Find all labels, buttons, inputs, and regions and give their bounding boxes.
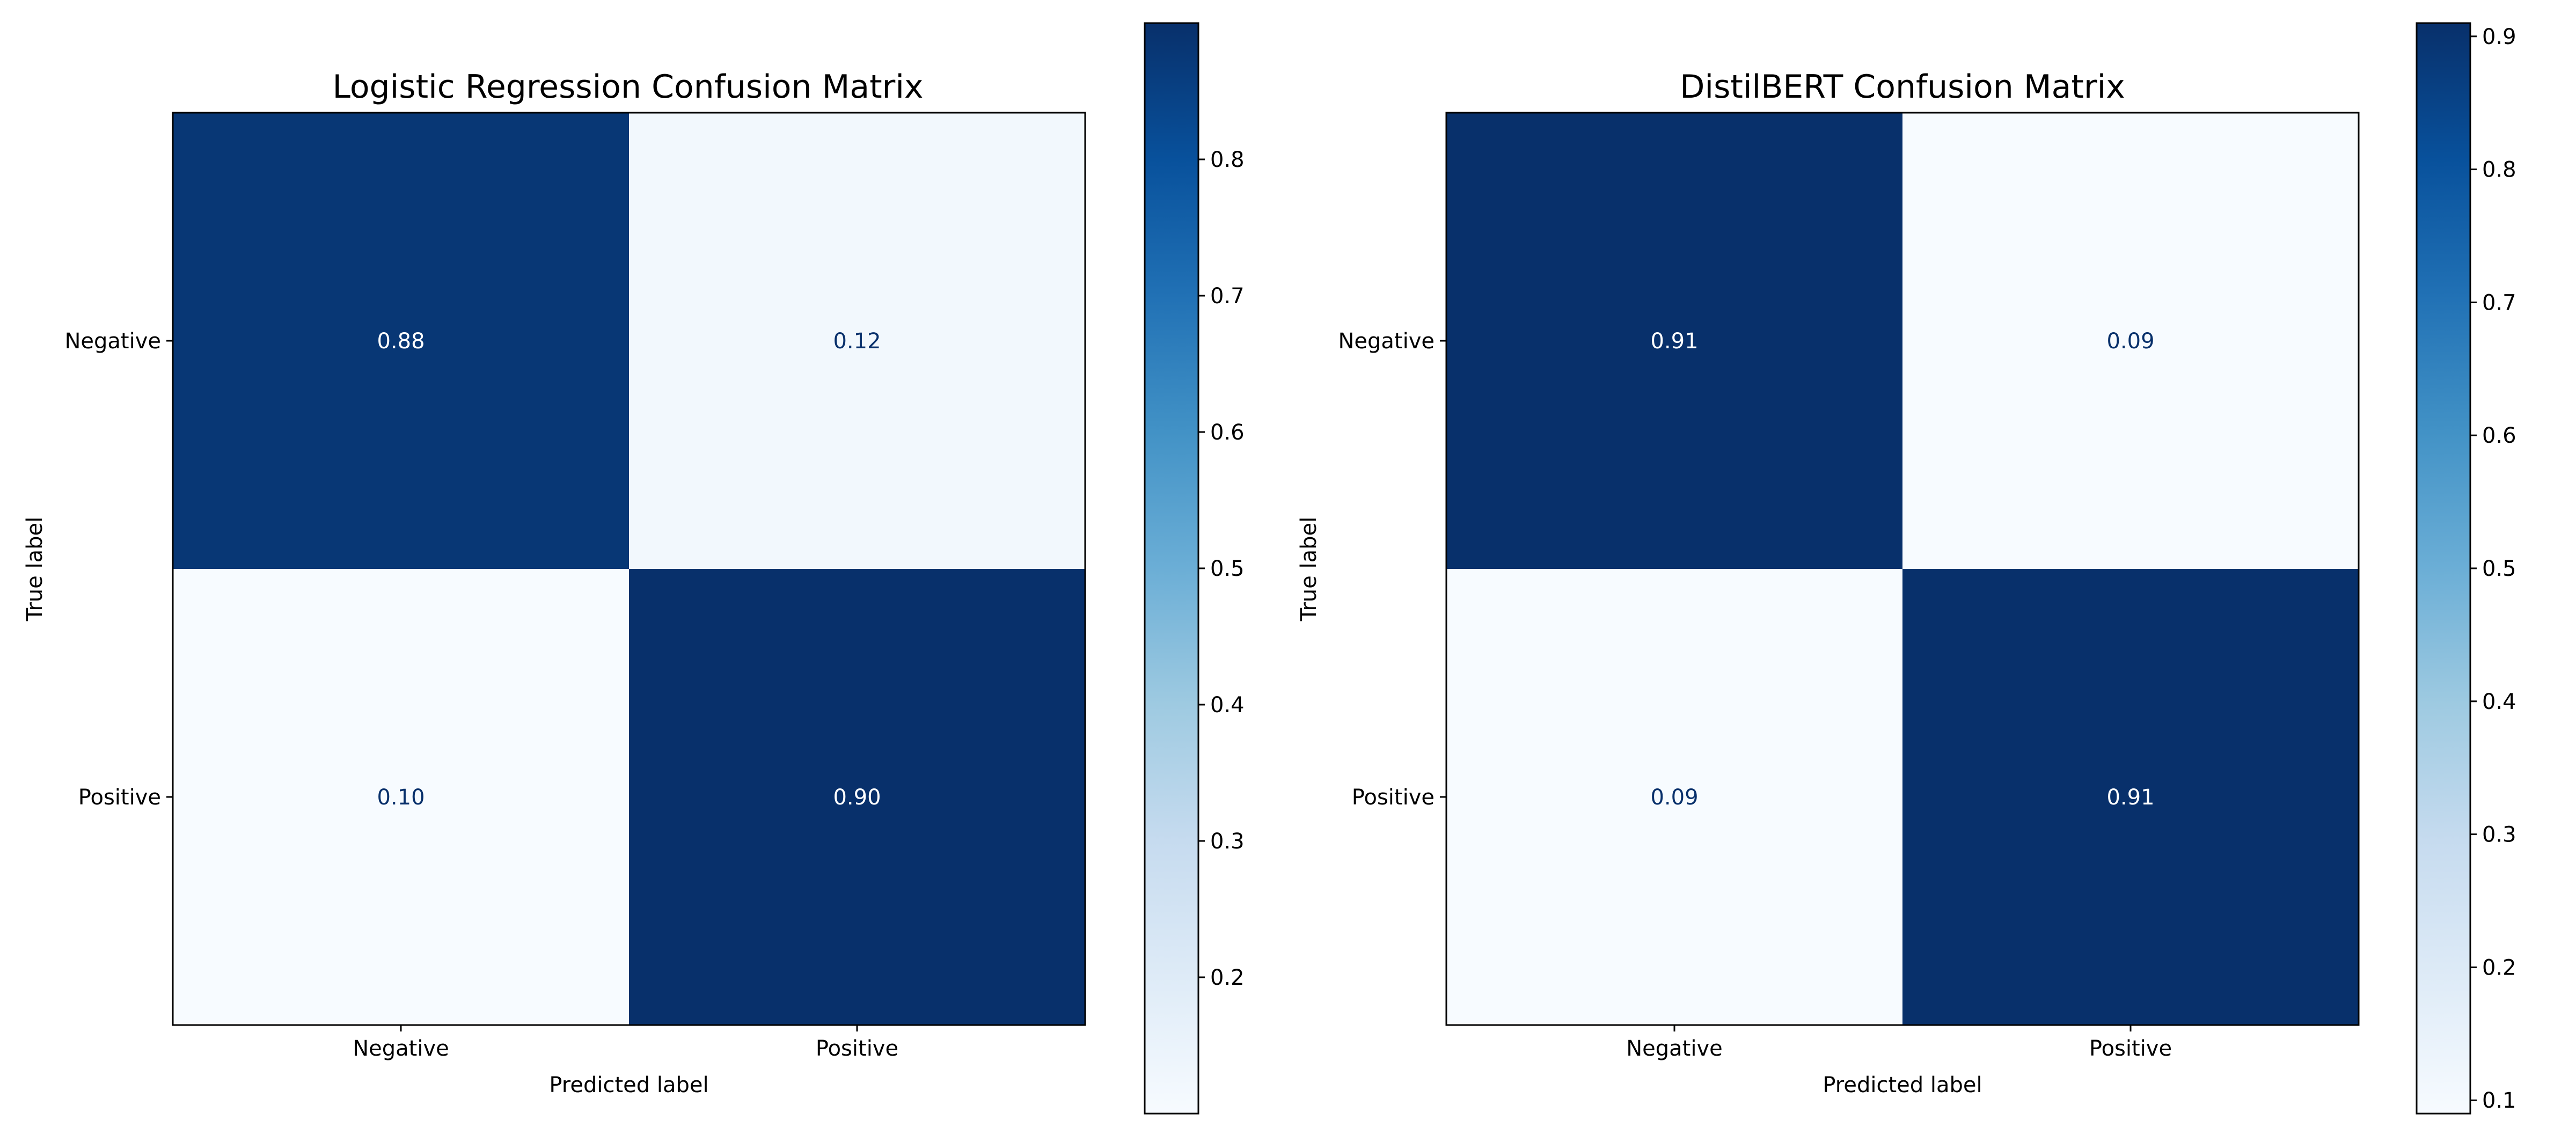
plot-frame — [172, 112, 1086, 1026]
heatmap-cells: 0.88 0.12 0.10 0.90 — [173, 113, 1085, 1025]
heatmap-cell — [173, 113, 629, 569]
colorbar-tick-label: 0.3 — [2482, 823, 2516, 847]
x-tick-label: Positive — [2089, 1036, 2172, 1061]
x-axis-label: Predicted label — [1823, 1073, 1982, 1097]
colorbar-tick-label: 0.6 — [1210, 420, 1245, 445]
cell-value-label: 0.91 — [2106, 785, 2154, 810]
heatmap-cell — [173, 569, 629, 1025]
x-tick-label: Positive — [816, 1036, 898, 1061]
x-axis-ticks: Negative Positive — [1626, 1025, 2172, 1061]
colorbar: 0.2 0.3 0.4 0.5 0.6 0.7 0.8 — [1144, 22, 1245, 1115]
cell-value-label: 0.09 — [2106, 329, 2154, 354]
heatmap-cell — [1902, 113, 2359, 569]
colorbar-tick-label: 0.6 — [2482, 423, 2516, 448]
colorbar-tick-label: 0.8 — [1210, 148, 1245, 172]
colorbar-tick-label: 0.1 — [2482, 1088, 2516, 1113]
colorbar-ticks: 0.2 0.3 0.4 0.5 0.6 0.7 0.8 — [1198, 148, 1245, 990]
colorbar-tick-label: 0.7 — [2482, 290, 2516, 315]
logistic-regression-panel: Logistic Regression Confusion Matrix 0.8… — [23, 22, 1245, 1115]
y-tick-label: Positive — [78, 785, 161, 810]
heatmap-cell — [1902, 569, 2359, 1025]
colorbar: 0.1 0.2 0.3 0.4 0.5 0.6 0.7 0.8 0.9 — [2416, 22, 2516, 1115]
distilbert-panel: DistilBERT Confusion Matrix 0.91 0.09 0.09… — [1297, 22, 2516, 1115]
chart-title: Logistic Regression Confusion Matrix — [332, 68, 923, 106]
cell-value-label: 0.91 — [1650, 329, 1698, 354]
cell-value-label: 0.10 — [377, 785, 425, 810]
colorbar-tick-label: 0.2 — [2482, 955, 2516, 980]
colorbar-tick-label: 0.4 — [2482, 690, 2516, 714]
y-tick-label: Positive — [1352, 785, 1435, 810]
cell-value-label: 0.12 — [833, 329, 881, 354]
chart-title: DistilBERT Confusion Matrix — [1680, 68, 2125, 106]
colorbar-tick-label: 0.9 — [2482, 25, 2516, 49]
y-tick-label: Negative — [64, 329, 161, 354]
colorbar-tick-label: 0.8 — [2482, 158, 2516, 182]
y-axis-ticks: Negative Positive — [1338, 329, 1446, 810]
colorbar-tick-label: 0.7 — [1210, 284, 1245, 309]
colorbar-tick-label: 0.3 — [1210, 829, 1245, 854]
colorbar-tick-label: 0.4 — [1210, 693, 1245, 718]
colorbar-tick-label: 0.5 — [1210, 557, 1245, 581]
heatmap-cell — [629, 113, 1085, 569]
heatmap-cell — [629, 569, 1085, 1025]
cell-value-label: 0.90 — [833, 785, 881, 810]
x-tick-label: Negative — [353, 1036, 449, 1061]
x-axis-label: Predicted label — [549, 1073, 708, 1097]
y-tick-label: Negative — [1338, 329, 1435, 354]
y-axis-label: True label — [23, 517, 47, 621]
y-axis-ticks: Negative Positive — [64, 329, 173, 810]
x-axis-ticks: Negative Positive — [353, 1025, 898, 1061]
colorbar-ticks: 0.1 0.2 0.3 0.4 0.5 0.6 0.7 0.8 0.9 — [2470, 25, 2516, 1113]
colorbar-gradient — [2417, 23, 2470, 1114]
cell-value-label: 0.09 — [1650, 785, 1698, 810]
x-tick-label: Negative — [1626, 1036, 1723, 1061]
y-axis-label: True label — [1297, 517, 1321, 621]
cell-value-label: 0.88 — [377, 329, 425, 354]
colorbar-tick-label: 0.5 — [2482, 557, 2516, 581]
heatmap-cell — [1446, 113, 1902, 569]
heatmap-cells: 0.91 0.09 0.09 0.91 — [1446, 113, 2359, 1025]
plot-frame — [1445, 112, 2360, 1026]
colorbar-tick-label: 0.2 — [1210, 965, 1245, 990]
colorbar-gradient — [1145, 23, 1198, 1114]
heatmap-cell — [1446, 569, 1902, 1025]
